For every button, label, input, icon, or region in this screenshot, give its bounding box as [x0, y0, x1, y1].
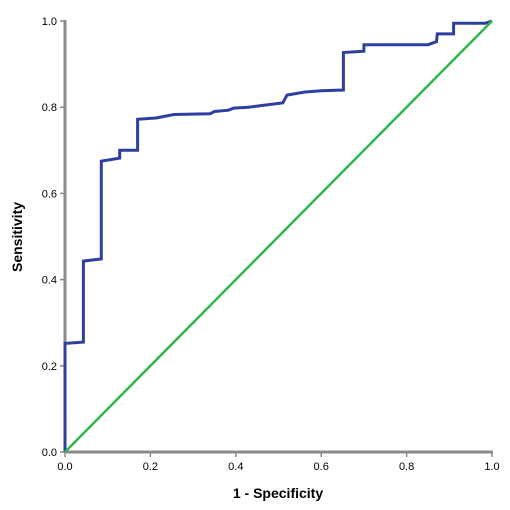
roc-curve [63, 19, 493, 452]
series-group [63, 19, 493, 453]
y-ticks: 0.0 0.2 0.4 0.6 0.8 1.0 [42, 16, 65, 459]
x-tick-label: 0.6 [314, 461, 329, 473]
x-axis-title: 1 - Specificity [233, 485, 323, 501]
x-tick-label: 0.4 [228, 461, 243, 473]
x-tick-label: 0.0 [57, 461, 72, 473]
x-ticks: 0.0 0.2 0.4 0.6 0.8 1.0 [57, 452, 500, 473]
y-tick-label: 0.6 [42, 188, 57, 200]
x-tick-label: 0.2 [143, 461, 158, 473]
y-tick-label: 1.0 [42, 16, 57, 28]
y-tick-label: 0.0 [42, 447, 57, 459]
y-tick-label: 0.4 [42, 275, 57, 287]
y-tick-label: 0.8 [42, 102, 57, 114]
y-axis-title: Sensitivity [9, 202, 25, 272]
reference-line [64, 20, 493, 453]
y-tick-label: 0.2 [42, 361, 57, 373]
x-tick-label: 1.0 [484, 461, 499, 473]
x-tick-label: 0.8 [399, 461, 414, 473]
